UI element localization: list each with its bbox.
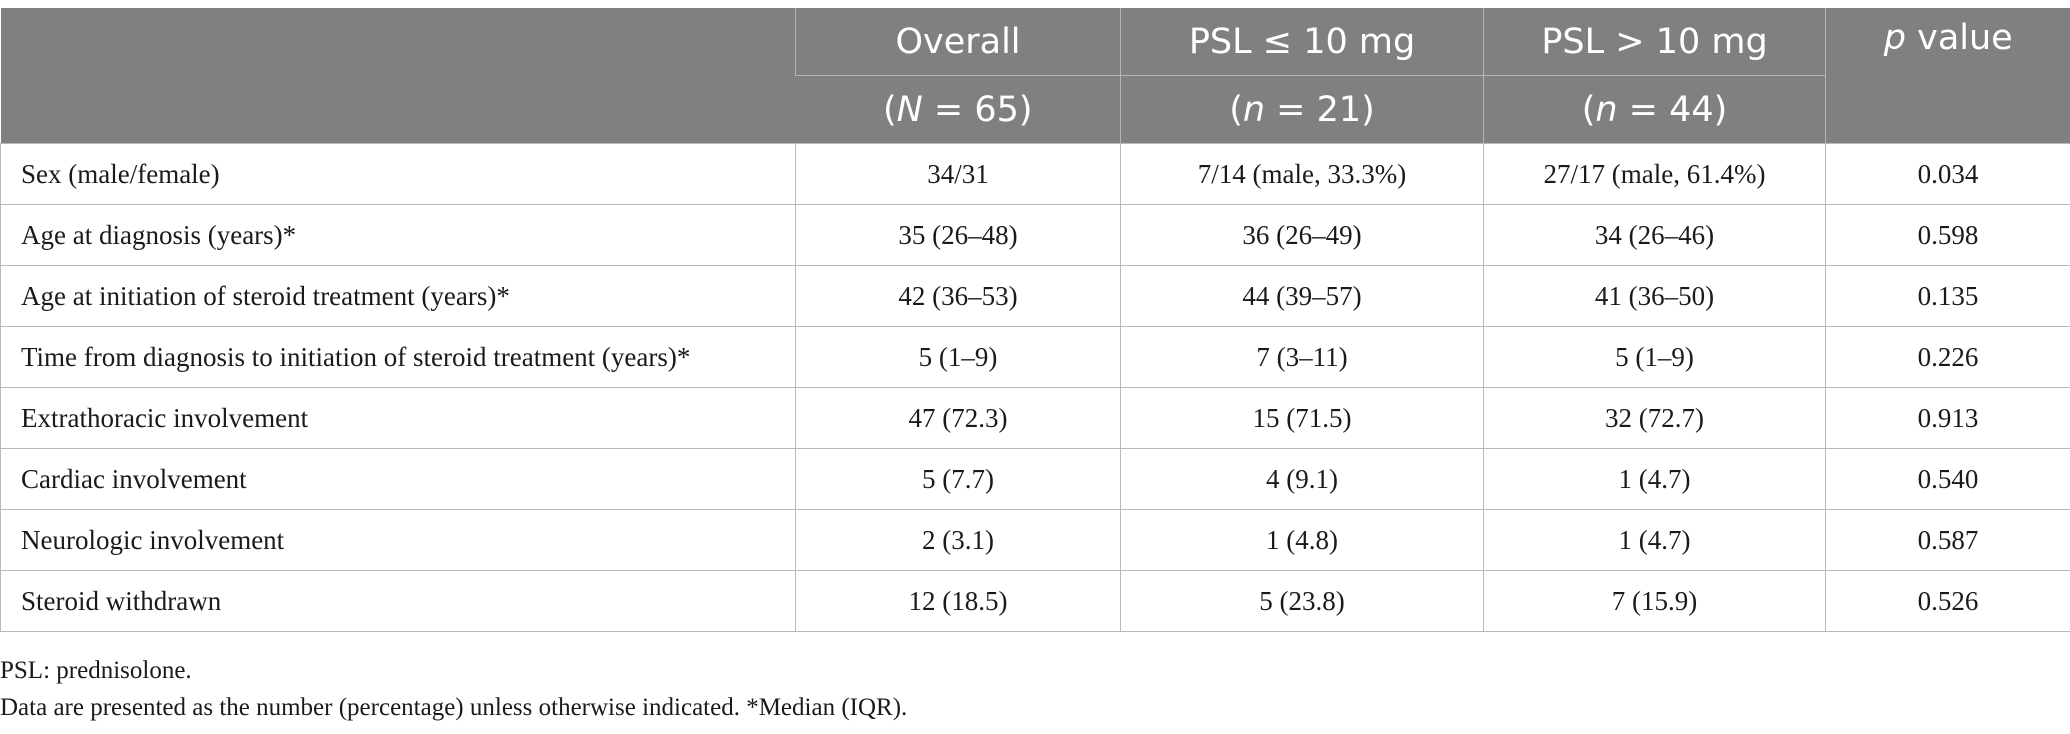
table-row: Extrathoracic involvement 47 (72.3) 15 (… <box>0 387 2070 449</box>
n-value: = 44) <box>1617 89 1728 130</box>
paren: ( <box>1581 89 1596 130</box>
cell-psl-high: 7 (15.9) <box>1483 570 1826 632</box>
cell-psl-low: 15 (71.5) <box>1120 387 1484 449</box>
cell-overall: 5 (7.7) <box>795 448 1121 510</box>
cell-p-value: 0.135 <box>1825 265 2070 327</box>
cell-p-value: 0.598 <box>1825 204 2070 266</box>
table-row: Time from diagnosis to initiation of ste… <box>0 326 2070 388</box>
cell-psl-high: 32 (72.7) <box>1483 387 1826 449</box>
cell-psl-high: 1 (4.7) <box>1483 448 1826 510</box>
table-container: Overall PSL ≤ 10 mg PSL > 10 mg p value … <box>0 8 2070 632</box>
cell-psl-high: 5 (1–9) <box>1483 326 1826 388</box>
cell-overall: 34/31 <box>795 143 1121 205</box>
n-variable: n <box>1595 89 1618 130</box>
cell-psl-high: 41 (36–50) <box>1483 265 1826 327</box>
cell-p-value: 0.540 <box>1825 448 2070 510</box>
header-psl-high: PSL > 10 mg <box>1483 8 1826 76</box>
cell-overall: 5 (1–9) <box>795 326 1121 388</box>
row-label: Extrathoracic involvement <box>0 387 796 449</box>
cell-psl-high: 34 (26–46) <box>1483 204 1826 266</box>
table-row: Neurologic involvement 2 (3.1) 1 (4.8) 1… <box>0 509 2070 571</box>
cell-psl-low: 4 (9.1) <box>1120 448 1484 510</box>
header-psl-low-n: (n = 21) <box>1120 75 1484 144</box>
paren: ( <box>1229 89 1243 130</box>
cell-psl-high: 27/17 (male, 61.4%) <box>1483 143 1826 205</box>
header-p-italic: p <box>1883 17 1906 58</box>
header-row-1: Overall PSL ≤ 10 mg PSL > 10 mg p value <box>0 8 2070 144</box>
row-label: Age at initiation of steroid treatment (… <box>0 265 796 327</box>
header-p-rest: value <box>1905 17 2013 58</box>
n-variable: n <box>1242 89 1266 130</box>
cell-psl-low: 1 (4.8) <box>1120 509 1484 571</box>
row-label: Time from diagnosis to initiation of ste… <box>0 326 796 388</box>
header-empty-cell <box>0 8 796 144</box>
table-body: Sex (male/female) 34/31 7/14 (male, 33.3… <box>0 143 2070 632</box>
header-overall-n: (N = 65) <box>795 75 1121 144</box>
n-variable: N <box>896 89 923 130</box>
row-label: Age at diagnosis (years)* <box>0 204 796 266</box>
cell-psl-low: 36 (26–49) <box>1120 204 1484 266</box>
row-label: Steroid withdrawn <box>0 570 796 632</box>
cell-p-value: 0.913 <box>1825 387 2070 449</box>
cell-psl-low: 44 (39–57) <box>1120 265 1484 327</box>
cell-p-value: 0.034 <box>1825 143 2070 205</box>
header-psl-low: PSL ≤ 10 mg <box>1120 8 1484 76</box>
table-header: Overall PSL ≤ 10 mg PSL > 10 mg p value … <box>0 8 2070 144</box>
cell-psl-high: 1 (4.7) <box>1483 509 1826 571</box>
row-label: Neurologic involvement <box>0 509 796 571</box>
cell-p-value: 0.226 <box>1825 326 2070 388</box>
table-row: Age at initiation of steroid treatment (… <box>0 265 2070 327</box>
table-row: Steroid withdrawn 12 (18.5) 5 (23.8) 7 (… <box>0 570 2070 632</box>
cell-psl-low: 7 (3–11) <box>1120 326 1484 388</box>
row-label: Cardiac involvement <box>0 448 796 510</box>
cell-overall: 12 (18.5) <box>795 570 1121 632</box>
row-label: Sex (male/female) <box>0 143 796 205</box>
cell-p-value: 0.526 <box>1825 570 2070 632</box>
cell-overall: 47 (72.3) <box>795 387 1121 449</box>
table-row: Sex (male/female) 34/31 7/14 (male, 33.3… <box>0 143 2070 205</box>
n-value: = 21) <box>1265 89 1375 130</box>
cell-overall: 2 (3.1) <box>795 509 1121 571</box>
cell-psl-low: 5 (23.8) <box>1120 570 1484 632</box>
cell-overall: 42 (36–53) <box>795 265 1121 327</box>
header-p-value: p value <box>1825 8 2070 144</box>
footnote-data-note: Data are presented as the number (percen… <box>0 694 908 721</box>
table-row: Age at diagnosis (years)* 35 (26–48) 36 … <box>0 204 2070 266</box>
paren: ( <box>882 89 897 130</box>
footnote-abbreviation: PSL: prednisolone. <box>0 657 192 684</box>
header-overall: Overall <box>795 8 1121 76</box>
cell-overall: 35 (26–48) <box>795 204 1121 266</box>
cell-psl-low: 7/14 (male, 33.3%) <box>1120 143 1484 205</box>
data-table: Overall PSL ≤ 10 mg PSL > 10 mg p value … <box>0 8 2070 632</box>
footnotes: PSL: prednisolone. Data are presented as… <box>0 652 907 726</box>
n-value: = 65) <box>922 89 1033 130</box>
header-row-2: (N = 65) (n = 21) (n = 44) <box>1 75 2070 144</box>
cell-p-value: 0.587 <box>1825 509 2070 571</box>
header-psl-high-n: (n = 44) <box>1483 75 1826 144</box>
table-row: Cardiac involvement 5 (7.7) 4 (9.1) 1 (4… <box>0 448 2070 510</box>
